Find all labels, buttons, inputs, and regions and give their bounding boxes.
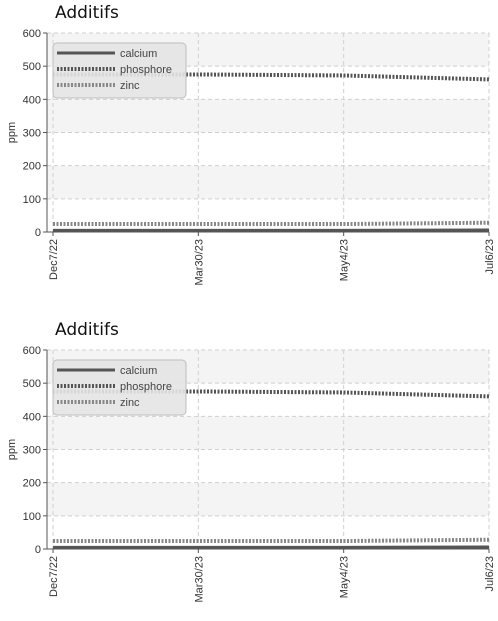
line-chart: 0 100 200 300 400 500 600 Dec7/22 Mar30/23 May4/2… <box>0 0 498 300</box>
plot-band <box>47 483 489 516</box>
x-tick-label: Jul6/23 <box>484 239 496 274</box>
chart-panel-1: Additifs 0 100 200 300 400 500 600 Dec7/22 Mar30… <box>0 0 498 300</box>
plot-band <box>47 166 489 199</box>
y-tick-label: 100 <box>23 511 41 523</box>
plot-band <box>47 416 489 449</box>
x-tick-label: Mar30/23 <box>193 556 205 602</box>
y-tick-label: 500 <box>23 61 41 73</box>
x-tick-label: Mar30/23 <box>193 239 205 285</box>
y-axis-label: ppm <box>6 122 18 143</box>
y-tick-label: 200 <box>23 161 41 173</box>
y-axis-label: ppm <box>6 439 18 460</box>
y-tick-label: 0 <box>35 227 41 239</box>
x-tick-label: May4/23 <box>339 556 351 598</box>
x-tick-label: Jul6/23 <box>484 556 496 591</box>
chart-title: Additifs <box>55 320 119 340</box>
x-tick-label: Dec7/22 <box>48 239 60 280</box>
legend-label-phosphore: phosphore <box>120 381 172 393</box>
legend-label-zinc: zinc <box>120 80 140 92</box>
y-tick-label: 600 <box>23 28 41 40</box>
plot-band <box>47 516 489 549</box>
y-tick-label: 500 <box>23 378 41 390</box>
legend-label-phosphore: phosphore <box>120 64 172 76</box>
y-tick-label: 300 <box>23 128 41 140</box>
y-tick-label: 100 <box>23 194 41 206</box>
legend-label-calcium: calcium <box>120 48 157 60</box>
y-tick-label: 300 <box>23 445 41 457</box>
x-tick-label: May4/23 <box>339 239 351 281</box>
legend-label-zinc: zinc <box>120 397 140 409</box>
chart-title: Additifs <box>55 3 119 23</box>
plot-band <box>47 450 489 483</box>
line-chart: 0 100 200 300 400 500 600 Dec7/22 Mar30/23 May4/2… <box>0 317 498 617</box>
x-tick-label: Dec7/22 <box>48 556 60 597</box>
chart-panel-2: Additifs 0 100 200 300 400 500 600 Dec7/22 Mar30… <box>0 317 498 617</box>
y-tick-label: 200 <box>23 478 41 490</box>
y-tick-label: 600 <box>23 345 41 357</box>
y-tick-label: 400 <box>23 411 41 423</box>
y-tick-label: 400 <box>23 94 41 106</box>
y-tick-label: 0 <box>35 544 41 556</box>
plot-band <box>47 99 489 132</box>
plot-band <box>47 199 489 232</box>
legend-label-calcium: calcium <box>120 365 157 377</box>
plot-band <box>47 133 489 166</box>
